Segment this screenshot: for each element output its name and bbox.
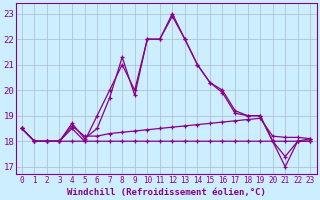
X-axis label: Windchill (Refroidissement éolien,°C): Windchill (Refroidissement éolien,°C)	[67, 188, 266, 197]
